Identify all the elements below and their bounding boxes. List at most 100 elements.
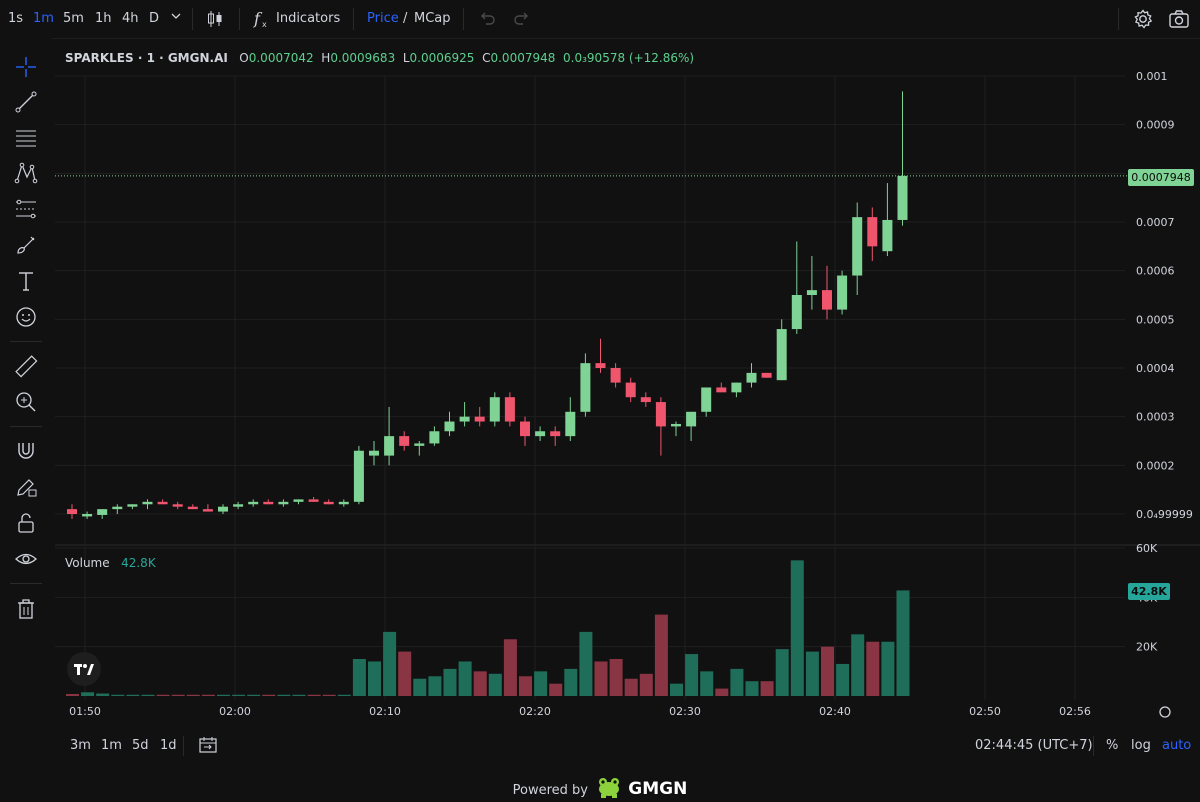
lock-drawings-pencil-icon[interactable] [12, 473, 40, 501]
volume-bar [141, 694, 155, 696]
time-tick-label: 02:10 [369, 705, 401, 718]
candle-body [746, 372, 757, 383]
candle-body [323, 501, 334, 505]
candle-body [504, 397, 515, 422]
range-3m[interactable]: 3m [70, 738, 91, 753]
mcap-toggle[interactable]: MCap [414, 11, 451, 26]
redo-icon[interactable] [513, 10, 531, 30]
close-value: 0.0007948 [490, 51, 556, 65]
price-tick-label: 0.0007 [1136, 216, 1175, 229]
price-chart[interactable]: 0.0010.00090.00080.00070.00060.00050.000… [0, 0, 1200, 728]
volume-bar [383, 631, 397, 696]
volume-bar [881, 641, 895, 696]
text-tool-icon[interactable] [12, 267, 40, 295]
pattern-tool-icon[interactable] [12, 159, 40, 187]
interval-5m[interactable]: 5m [63, 11, 84, 26]
price-tick-label: 0.0005 [1136, 313, 1175, 326]
candle-body [429, 431, 440, 444]
log-scale-toggle[interactable]: log [1131, 738, 1151, 753]
emoji-icon[interactable] [12, 303, 40, 331]
candle-body [384, 436, 395, 456]
axis-settings-icon[interactable] [1159, 706, 1171, 718]
candle-body [671, 423, 681, 427]
volume-bar [594, 661, 608, 696]
horizontal-lines-icon[interactable] [12, 124, 40, 152]
candle-body [142, 501, 153, 505]
interval-1h[interactable]: 1h [95, 11, 112, 26]
gmgn-brand: GMGN [628, 779, 688, 799]
clock-timezone[interactable]: 02:44:45 (UTC+7) [975, 738, 1093, 753]
svg-text:f: f [253, 9, 263, 28]
candle-body [716, 387, 727, 393]
volume-bar [534, 671, 548, 696]
low-label: L [402, 51, 410, 65]
trend-line-icon[interactable] [12, 88, 40, 116]
chevron-down-icon[interactable] [170, 9, 182, 27]
candle-body [686, 411, 697, 427]
tradingview-logo[interactable] [67, 652, 101, 686]
interval-d[interactable]: D [149, 11, 160, 26]
volume-bar [111, 694, 125, 696]
high-label: H [321, 51, 331, 65]
candle-body [882, 219, 893, 252]
volume-bar [790, 560, 804, 696]
range-1d[interactable]: 1d [160, 738, 177, 753]
volume-bar [247, 694, 261, 696]
candle-body [731, 382, 742, 393]
candle-body [897, 175, 908, 220]
brush-icon[interactable] [12, 231, 40, 259]
price-toggle[interactable]: Price [367, 11, 399, 26]
trash-icon[interactable] [12, 595, 40, 623]
eye-visibility-icon[interactable] [12, 545, 40, 573]
ruler-icon[interactable] [12, 352, 40, 380]
candle-body [97, 509, 108, 515]
lock-icon[interactable] [12, 509, 40, 537]
magnet-icon[interactable] [12, 437, 40, 465]
powered-by-text: Powered by [512, 783, 588, 798]
time-tick-label: 02:56 [1059, 705, 1091, 718]
candle-body [852, 217, 863, 276]
zoom-in-icon[interactable] [12, 388, 40, 416]
volume-bar [201, 694, 215, 696]
interval-1s[interactable]: 1s [8, 11, 24, 26]
range-1m[interactable]: 1m [101, 738, 122, 753]
volume-bar [805, 651, 819, 696]
candle-body [67, 509, 77, 514]
high-value: 0.0009683 [330, 51, 396, 65]
auto-scale-toggle[interactable]: auto [1162, 738, 1192, 753]
volume-legend: Volume 42.8K [65, 556, 156, 570]
candle-body [233, 504, 244, 507]
volume-bar [549, 683, 563, 696]
indicators-button[interactable]: Indicators [276, 11, 341, 26]
percent-scale-toggle[interactable]: % [1106, 738, 1119, 753]
volume-tick-label: 60K [1136, 542, 1158, 555]
date-range-calendar-icon[interactable] [198, 735, 218, 759]
candle-body [248, 501, 259, 505]
candle-body [655, 402, 666, 427]
candle-body [776, 329, 787, 381]
price-tick-label: 0.0004 [1136, 362, 1175, 375]
drawing-toolbar [0, 38, 52, 800]
range-5d[interactable]: 5d [132, 738, 149, 753]
fib-retracement-icon[interactable] [12, 195, 40, 223]
camera-screenshot-icon[interactable] [1168, 8, 1190, 34]
time-tick-label: 02:20 [519, 705, 551, 718]
crosshair-icon[interactable] [12, 53, 40, 81]
volume-label: Volume [65, 556, 110, 570]
price-tick-label: 0.001 [1136, 70, 1168, 83]
settings-gear-icon[interactable] [1132, 8, 1154, 34]
candle-body [625, 382, 636, 398]
candlestick-type-icon[interactable] [205, 9, 225, 33]
interval-1m[interactable]: 1m [33, 11, 54, 26]
volume-bar [66, 694, 79, 696]
interval-4h[interactable]: 4h [122, 11, 139, 26]
volume-bar [821, 646, 834, 696]
gmgn-frog-logo-icon [596, 776, 622, 802]
undo-icon[interactable] [478, 10, 496, 30]
volume-bar [700, 671, 714, 696]
price-tick-label: 0.0002 [1136, 459, 1175, 472]
volume-bar [654, 614, 668, 696]
candle-body [399, 436, 410, 446]
candle-body [595, 363, 606, 368]
